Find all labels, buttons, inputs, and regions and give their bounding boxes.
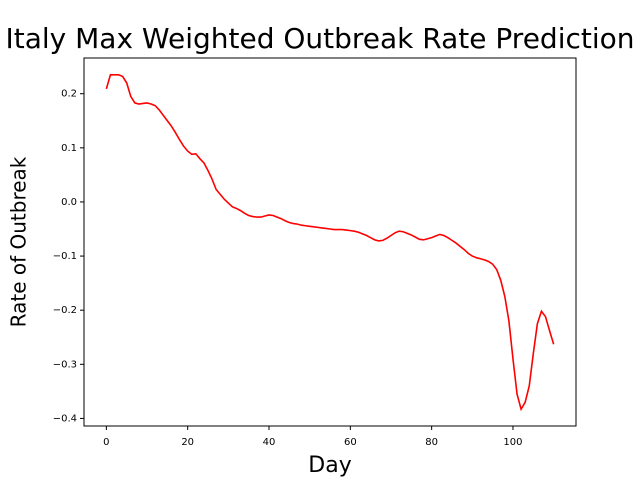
y-tick-label: −0.2 (53, 305, 77, 316)
y-axis-label: Rate of Outbreak (7, 156, 31, 327)
y-tick-label: 0.1 (61, 143, 77, 154)
line-series (105, 73, 555, 412)
y-tick-label: 0.0 (61, 197, 77, 208)
y-tick-label: −0.1 (53, 251, 77, 262)
x-axis-label: Day (308, 453, 351, 478)
x-tick-label: 80 (425, 437, 438, 448)
x-tick-label: 100 (503, 437, 522, 448)
y-tick-label: −0.3 (53, 359, 77, 370)
y-tick-label: 0.2 (61, 89, 77, 100)
chart-title: Italy Max Weighted Outbreak Rate Predict… (5, 22, 634, 55)
plot-frame (83, 57, 577, 427)
y-tick-label: −0.4 (53, 413, 77, 424)
x-tick-label: 40 (263, 437, 276, 448)
x-tick-label: 0 (103, 437, 109, 448)
x-tick-label: 20 (181, 437, 194, 448)
x-tick-label: 60 (344, 437, 357, 448)
